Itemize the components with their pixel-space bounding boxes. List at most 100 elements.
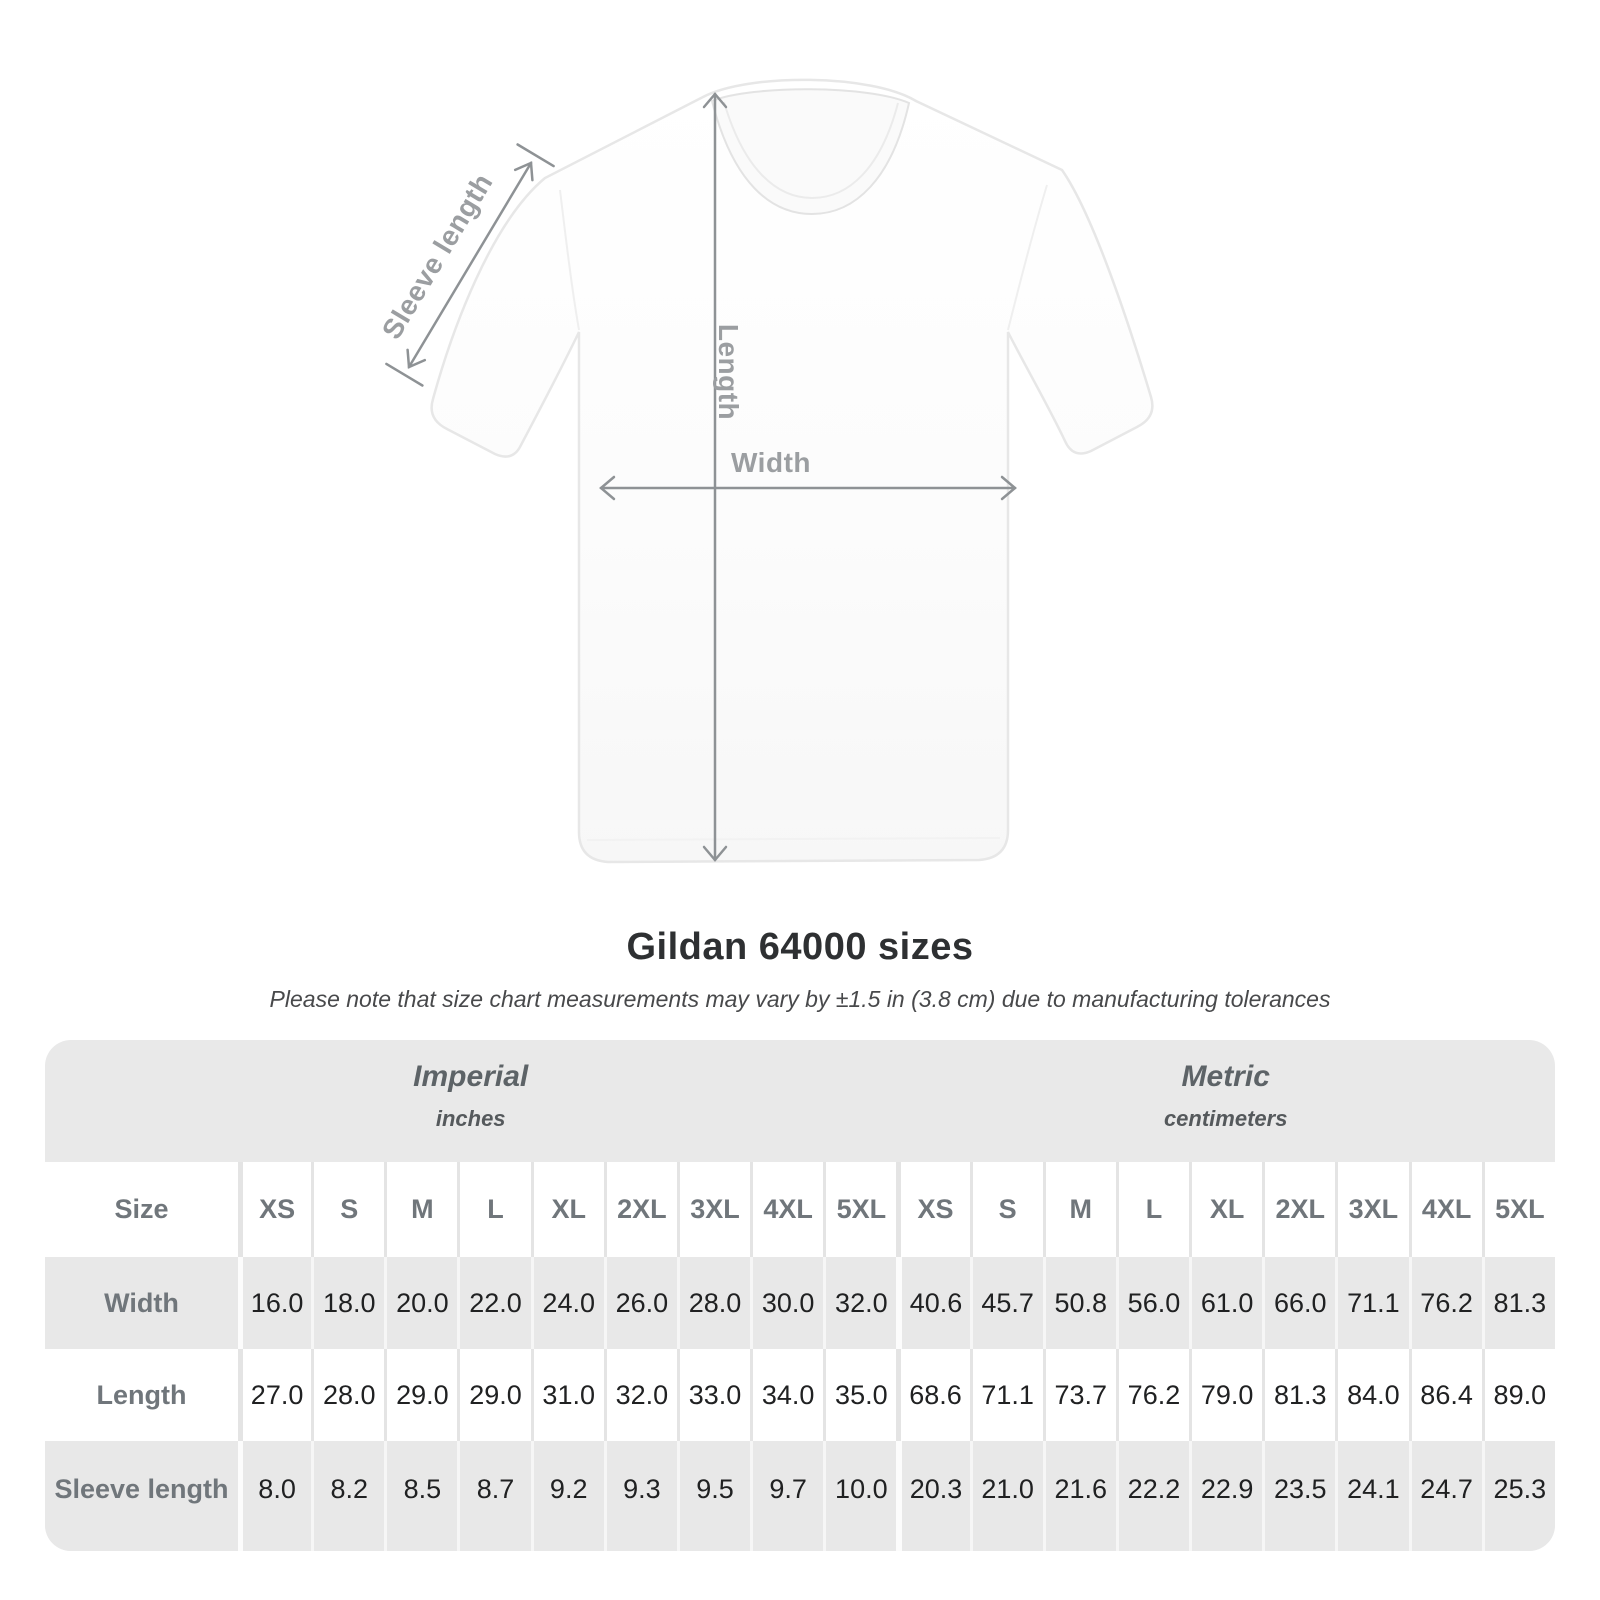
value-metric-l: 76.2 [1115, 1349, 1190, 1441]
size-header-metric-l: L [1115, 1162, 1190, 1257]
size-header-imperial-4xl: 4XL [750, 1162, 824, 1257]
measurement-row-sleeve-length: Sleeve length 8.0 8.2 8.5 8.7 9.2 9.3 9.5 9.7 10.… [45, 1441, 1555, 1551]
value-imperial-4xl: 9.7 [750, 1441, 824, 1551]
value-imperial-l: 22.0 [457, 1257, 531, 1349]
value-metric-2xl: 81.3 [1262, 1349, 1336, 1441]
value-imperial-xl: 31.0 [530, 1349, 604, 1441]
unit-group-row: Imperial inches Metric centimeters [45, 1040, 1555, 1162]
row-label: Length [45, 1349, 238, 1441]
value-metric-3xl: 24.1 [1335, 1441, 1409, 1551]
value-metric-3xl: 84.0 [1335, 1349, 1409, 1441]
size-header-imperial-l: L [457, 1162, 531, 1257]
value-imperial-3xl: 28.0 [676, 1257, 751, 1349]
size-header-imperial-s: S [311, 1162, 385, 1257]
size-header-metric-4xl: 4XL [1408, 1162, 1482, 1257]
value-imperial-m: 29.0 [384, 1349, 458, 1441]
value-imperial-5xl: 10.0 [823, 1441, 897, 1551]
length-label: Length [713, 324, 744, 420]
value-metric-s: 71.1 [969, 1349, 1043, 1441]
value-metric-s: 21.0 [969, 1441, 1043, 1551]
row-label: Sleeve length [45, 1441, 238, 1551]
size-header-metric-m: M [1042, 1162, 1116, 1257]
value-imperial-2xl: 32.0 [603, 1349, 677, 1441]
size-header-metric-xs: XS [896, 1162, 970, 1257]
value-imperial-s: 18.0 [311, 1257, 385, 1349]
value-imperial-s: 28.0 [311, 1349, 385, 1441]
sleeve-length-arrow [385, 143, 555, 387]
tshirt-illustration [430, 78, 1154, 864]
value-imperial-4xl: 34.0 [750, 1349, 824, 1441]
size-header-metric-3xl: 3XL [1335, 1162, 1409, 1257]
value-metric-s: 45.7 [969, 1257, 1043, 1349]
value-metric-l: 22.2 [1115, 1441, 1190, 1551]
measurement-row-length: Length 27.0 28.0 29.0 29.0 31.0 32.0 33.0 34.0 35… [45, 1349, 1555, 1441]
metric-group-header: Metric centimeters [896, 1040, 1555, 1162]
value-imperial-xs: 8.0 [238, 1441, 312, 1551]
length-arrow [702, 92, 728, 862]
value-imperial-4xl: 30.0 [750, 1257, 824, 1349]
value-imperial-xl: 24.0 [530, 1257, 604, 1349]
imperial-group-unit: inches [435, 1105, 506, 1131]
value-metric-5xl: 25.3 [1481, 1441, 1555, 1551]
size-table-container: Imperial inches Metric centimeters Size … [45, 1040, 1555, 1551]
value-metric-m: 50.8 [1042, 1257, 1116, 1349]
tolerance-note: Please note that size chart measurements… [269, 986, 1331, 1012]
size-corner-header: Size [45, 1162, 238, 1257]
value-metric-3xl: 71.1 [1335, 1257, 1409, 1349]
value-imperial-l: 8.7 [457, 1441, 531, 1551]
value-imperial-xs: 16.0 [238, 1257, 312, 1349]
value-metric-m: 73.7 [1042, 1349, 1116, 1441]
row-label: Width [45, 1257, 238, 1349]
size-header-imperial-xl: XL [530, 1162, 604, 1257]
value-metric-l: 56.0 [1115, 1257, 1190, 1349]
value-metric-4xl: 86.4 [1408, 1349, 1482, 1441]
value-imperial-3xl: 33.0 [676, 1349, 751, 1441]
size-header-imperial-3xl: 3XL [676, 1162, 751, 1257]
value-metric-xs: 40.6 [896, 1257, 970, 1349]
value-metric-2xl: 23.5 [1262, 1441, 1336, 1551]
size-header-metric-2xl: 2XL [1262, 1162, 1336, 1257]
metric-group-unit: centimeters [1163, 1105, 1288, 1131]
width-label: Width [731, 447, 811, 478]
value-metric-2xl: 66.0 [1262, 1257, 1336, 1349]
value-imperial-m: 8.5 [384, 1441, 458, 1551]
width-arrow [599, 475, 1017, 501]
size-header-imperial-2xl: 2XL [603, 1162, 677, 1257]
value-imperial-m: 20.0 [384, 1257, 458, 1349]
value-metric-xl: 22.9 [1189, 1441, 1263, 1551]
value-metric-xl: 61.0 [1189, 1257, 1263, 1349]
value-metric-xl: 79.0 [1189, 1349, 1263, 1441]
value-imperial-s: 8.2 [311, 1441, 385, 1551]
value-imperial-2xl: 9.3 [603, 1441, 677, 1551]
value-metric-4xl: 76.2 [1408, 1257, 1482, 1349]
value-metric-xs: 20.3 [896, 1441, 970, 1551]
imperial-group-label: Imperial [413, 1060, 529, 1093]
value-imperial-5xl: 35.0 [823, 1349, 897, 1441]
value-imperial-xs: 27.0 [238, 1349, 312, 1441]
value-metric-m: 21.6 [1042, 1441, 1116, 1551]
size-header-metric-s: S [969, 1162, 1043, 1257]
measurement-row-width: Width 16.0 18.0 20.0 22.0 24.0 26.0 28.0 30.0 32.… [45, 1257, 1555, 1349]
size-header-metric-xl: XL [1189, 1162, 1263, 1257]
size-table: Imperial inches Metric centimeters Size … [45, 1040, 1555, 1551]
value-imperial-5xl: 32.0 [823, 1257, 897, 1349]
value-metric-4xl: 24.7 [1408, 1441, 1482, 1551]
value-imperial-3xl: 9.5 [676, 1441, 751, 1551]
value-imperial-l: 29.0 [457, 1349, 531, 1441]
size-header-metric-5xl: 5XL [1481, 1162, 1555, 1257]
size-header-imperial-xs: XS [238, 1162, 312, 1257]
size-header-row: Size XS S M L XL 2XL 3XL 4XL 5XL XS S M L XL 2XL 3XL 4XL… [45, 1162, 1555, 1257]
page-title: Gildan 64000 sizes [626, 926, 974, 968]
value-imperial-2xl: 26.0 [603, 1257, 677, 1349]
metric-group-label: Metric [1181, 1060, 1270, 1093]
measurement-arrows [385, 92, 1017, 862]
value-imperial-xl: 9.2 [530, 1441, 604, 1551]
shirt-diagram: Sleeve length Length Width [376, 78, 1154, 864]
value-metric-xs: 68.6 [896, 1349, 970, 1441]
size-header-imperial-5xl: 5XL [823, 1162, 897, 1257]
value-metric-5xl: 81.3 [1481, 1257, 1555, 1349]
imperial-group-header: Imperial inches [45, 1040, 896, 1162]
value-metric-5xl: 89.0 [1481, 1349, 1555, 1441]
size-header-imperial-m: M [384, 1162, 458, 1257]
